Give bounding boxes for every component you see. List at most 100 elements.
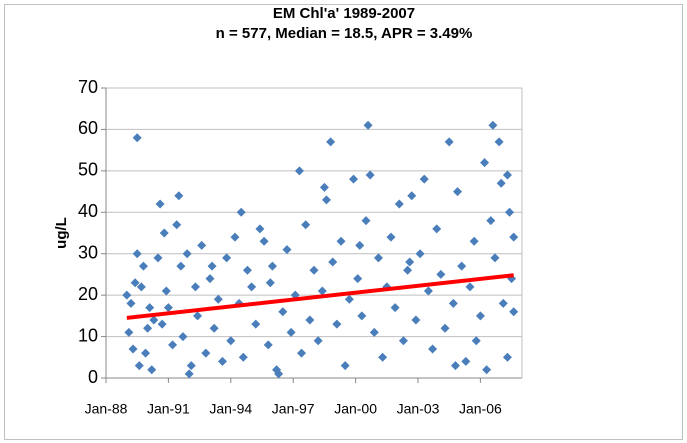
point [255, 224, 265, 234]
point [369, 327, 379, 337]
point [423, 286, 433, 296]
point [278, 307, 288, 317]
point [317, 286, 327, 296]
point [486, 216, 496, 226]
point [143, 323, 153, 333]
point [301, 220, 311, 230]
point [147, 365, 157, 375]
point [149, 315, 159, 325]
point [134, 361, 144, 371]
point [182, 249, 192, 259]
point [153, 253, 163, 263]
point [328, 257, 338, 267]
point [498, 298, 508, 308]
point [132, 133, 142, 143]
point [172, 220, 182, 230]
point [509, 307, 519, 317]
point [213, 294, 223, 304]
point [267, 261, 277, 271]
point [205, 274, 215, 284]
point [138, 261, 148, 271]
point [238, 352, 248, 362]
point [490, 253, 500, 263]
point [496, 178, 506, 188]
point [373, 253, 383, 263]
point [126, 298, 136, 308]
point [319, 182, 329, 192]
y-tick-label: 60 [78, 118, 98, 138]
point [184, 369, 194, 379]
point [274, 369, 284, 379]
point [436, 269, 446, 279]
point [209, 323, 219, 333]
point [332, 319, 342, 329]
point [465, 282, 475, 292]
point [313, 336, 323, 346]
point [282, 245, 292, 255]
point [405, 257, 415, 267]
point [186, 361, 196, 371]
point [419, 174, 429, 184]
point [236, 207, 246, 217]
point [355, 240, 365, 250]
point [161, 286, 171, 296]
point [130, 278, 140, 288]
point [494, 137, 504, 147]
point [394, 199, 404, 209]
point [349, 174, 359, 184]
point [340, 361, 350, 371]
point [176, 261, 186, 271]
point [502, 352, 512, 362]
point [128, 344, 138, 354]
point [263, 340, 273, 350]
point [488, 120, 498, 130]
point [411, 315, 421, 325]
point [207, 261, 217, 271]
point [502, 170, 512, 180]
point [363, 120, 373, 130]
point [336, 236, 346, 246]
point [197, 240, 207, 250]
point [403, 265, 413, 275]
point [432, 224, 442, 234]
point [124, 327, 134, 337]
x-tick-label: Jan-00 [334, 401, 377, 417]
chart-subtitle: n = 577, Median = 18.5, APR = 3.49% [216, 25, 473, 42]
point [159, 228, 169, 238]
y-tick-label: 30 [78, 242, 98, 262]
point [450, 361, 460, 371]
point [509, 232, 519, 242]
trend-line [126, 273, 514, 320]
point [174, 191, 184, 201]
x-tick-label: Jan-91 [147, 401, 190, 417]
point [309, 265, 319, 275]
point [457, 261, 467, 271]
point [222, 253, 232, 263]
point [230, 232, 240, 242]
x-tick-label: Jan-03 [397, 401, 440, 417]
point [132, 249, 142, 259]
point [357, 311, 367, 321]
point [297, 348, 307, 358]
y-tick-label: 50 [78, 160, 98, 180]
x-tick-label: Jan-97 [272, 401, 315, 417]
x-tick-label: Jan-94 [209, 401, 252, 417]
point [353, 274, 363, 284]
chart-title: EM Chl'a' 1989-2007 [273, 5, 415, 22]
point [163, 303, 173, 313]
point [157, 319, 167, 329]
point [217, 356, 227, 366]
y-tick-label: 20 [78, 284, 98, 304]
point [136, 282, 146, 292]
y-tick-label: 70 [78, 77, 98, 97]
point [155, 199, 165, 209]
point [428, 344, 438, 354]
point [251, 319, 261, 329]
point [259, 236, 269, 246]
point [141, 348, 151, 358]
point [122, 290, 132, 300]
point [326, 137, 336, 147]
point [505, 207, 515, 217]
point [201, 348, 211, 358]
